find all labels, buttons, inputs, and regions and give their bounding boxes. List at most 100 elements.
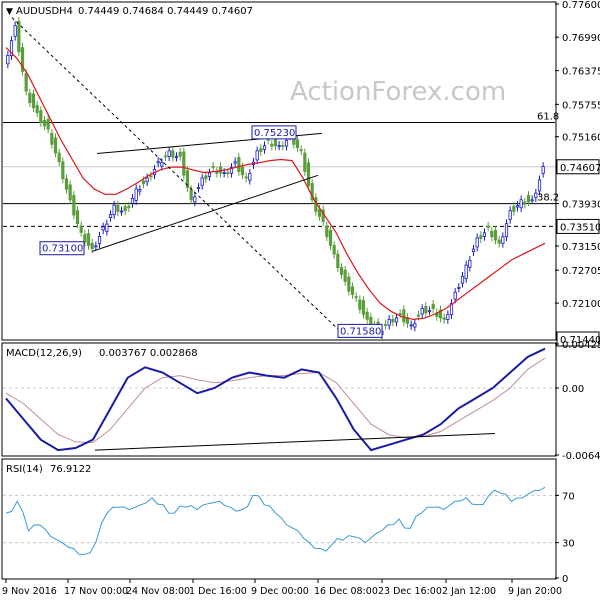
candle-body xyxy=(108,214,113,218)
candle-body xyxy=(328,229,333,246)
price-annotation-label: 0.75230 xyxy=(254,128,295,139)
candle-body xyxy=(141,180,146,185)
ema-layer xyxy=(5,47,546,321)
candle-body xyxy=(105,223,109,232)
y-tick-label: 0.72705 xyxy=(562,266,600,277)
y-tick-label: 0.75160 xyxy=(562,133,600,144)
candle-body xyxy=(94,245,98,248)
candle-body xyxy=(475,237,479,248)
x-tick-label: 23 Dec 16:00 xyxy=(378,586,442,597)
candle-body xyxy=(284,139,289,147)
candle-body xyxy=(358,299,362,310)
candle-body xyxy=(222,172,226,174)
annotations-layer: 0.75230 0.73100 0.71580 61.8 38.2 xyxy=(39,112,559,338)
candle-body xyxy=(343,269,347,282)
candle-body xyxy=(424,305,428,314)
x-tick-label: 2 Jan 12:00 xyxy=(442,586,496,597)
candle-body xyxy=(523,201,527,205)
candle-body xyxy=(453,291,457,300)
x-tick-label: 9 Jan 20:00 xyxy=(508,586,562,597)
y-tick-label: 0.73930 xyxy=(562,200,600,211)
candle-body xyxy=(178,151,182,157)
candle-body xyxy=(50,133,54,145)
candle-body xyxy=(262,145,267,150)
candle-body xyxy=(325,225,329,238)
y-tick-label: 0.75755 xyxy=(562,100,600,111)
candle-body xyxy=(149,175,153,178)
candle-body xyxy=(537,179,542,192)
price-header-ohlc: 0.74449 0.74684 0.74449 0.74607 xyxy=(78,6,253,17)
candle-body xyxy=(9,40,14,56)
candle-body xyxy=(174,156,179,159)
macd-layer: 0.004255 0.00 -0.006475 xyxy=(3,340,600,462)
candle-body xyxy=(530,199,534,202)
candle-body xyxy=(446,314,450,320)
candle-body xyxy=(145,177,149,183)
trendline-lower xyxy=(91,174,319,252)
rsi-y-tick-label: 0 xyxy=(562,574,568,585)
price-annotation-label: 0.73100 xyxy=(42,244,83,255)
low-price-box xyxy=(556,331,600,347)
x-tick-label: 1 Dec 16:00 xyxy=(189,586,247,597)
candle-body xyxy=(361,300,366,315)
candle-body xyxy=(306,162,311,187)
candle-body xyxy=(6,55,10,65)
candle-body xyxy=(123,206,127,212)
candle-body xyxy=(112,204,116,216)
candle-body xyxy=(541,166,545,174)
candle-body xyxy=(204,175,208,180)
candle-body xyxy=(479,235,483,239)
candle-body xyxy=(303,152,307,172)
candle-body xyxy=(211,166,215,168)
price-annotation-label: 0.71580 xyxy=(340,326,381,337)
candle-body xyxy=(61,161,65,180)
x-tick-label: 16 Dec 08:00 xyxy=(314,586,378,597)
candle-body xyxy=(64,178,69,190)
candle-body xyxy=(83,234,87,243)
candle-body xyxy=(391,319,395,323)
candle-body xyxy=(189,189,193,201)
candle-body xyxy=(490,230,494,238)
trendline-diagonal xyxy=(11,17,343,334)
candle-body xyxy=(90,242,94,250)
candle-body xyxy=(226,172,230,174)
candle-body xyxy=(310,183,314,201)
candle-body xyxy=(17,21,21,53)
candle-body xyxy=(138,189,142,192)
moving-average-line xyxy=(5,47,546,321)
candle-body xyxy=(127,205,131,209)
candles-layer xyxy=(6,17,545,339)
candle-body xyxy=(101,226,105,231)
candle-body xyxy=(72,195,76,216)
candle-body xyxy=(526,195,531,203)
fib-label: 38.2 xyxy=(537,193,559,204)
candle-body xyxy=(332,245,336,255)
candle-body xyxy=(387,319,391,326)
y-tick-label: 0.71440 xyxy=(560,335,600,346)
candle-body xyxy=(259,148,263,152)
candle-body xyxy=(240,166,245,176)
macd-values: 0.003767 0.002868 xyxy=(99,348,198,359)
current-price-label: 0.74607 xyxy=(560,163,600,174)
y-tick-label: 0.76375 xyxy=(562,67,600,78)
watermark: ActionForex.com xyxy=(290,77,506,107)
macd-panel-frame xyxy=(1,342,557,457)
macd-y-tick-label: 0.00 xyxy=(562,384,584,395)
candle-body xyxy=(486,225,490,228)
candle-body xyxy=(365,311,369,320)
x-tick-label: 9 Nov 2016 xyxy=(2,586,57,597)
candle-body xyxy=(163,155,168,158)
y-tick-label: 0.72100 xyxy=(562,299,600,310)
current-price-box xyxy=(556,159,600,175)
candle-body xyxy=(519,199,523,209)
candle-body xyxy=(97,235,102,245)
candle-body xyxy=(255,150,259,161)
candle-body xyxy=(28,92,32,104)
rsi-panel-frame xyxy=(1,458,557,580)
candle-body xyxy=(504,223,509,238)
macd-y-tick-label: 0.004255 xyxy=(562,340,600,351)
rsi-values: 76.9122 xyxy=(50,464,91,475)
rsi-y-tick-label: 30 xyxy=(562,539,575,550)
candle-body xyxy=(75,210,80,225)
